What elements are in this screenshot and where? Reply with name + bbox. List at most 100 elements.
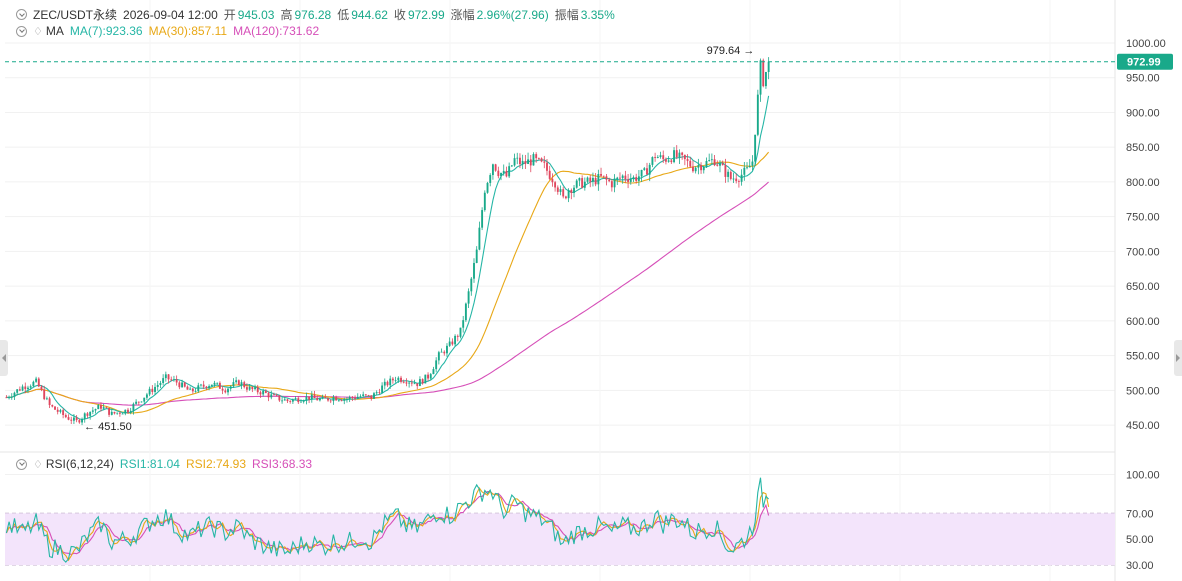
candle-body <box>762 60 765 87</box>
price-axis: 1000.00 950.00 900.00 850.00 800.00 750.00 700… <box>1126 38 1166 572</box>
candle-body <box>270 394 273 398</box>
candle <box>692 160 694 173</box>
candle-body <box>424 374 427 384</box>
candle-body <box>613 179 616 188</box>
candle <box>232 378 235 388</box>
symbol-label[interactable]: ZEC/USDT永续 <box>33 8 118 22</box>
candle-body <box>286 399 289 402</box>
candle-body <box>692 166 694 172</box>
candle-body <box>378 392 381 393</box>
candle-body <box>348 397 351 400</box>
candle <box>62 408 65 419</box>
ma-label[interactable]: MA <box>45 24 64 38</box>
candle-body <box>21 386 24 391</box>
candle-body <box>646 168 648 175</box>
collapse-chevron-icon[interactable] <box>16 25 27 37</box>
bell-icon[interactable]: ♢ <box>33 25 43 38</box>
price-tick-label: 750.00 <box>1126 212 1160 224</box>
price-tick-label: 450.00 <box>1126 420 1160 432</box>
candle-body <box>327 398 329 401</box>
collapse-chevron-icon[interactable] <box>16 458 27 470</box>
candle-body <box>694 167 697 172</box>
candle <box>210 384 213 387</box>
candle-body <box>748 165 751 168</box>
candle <box>486 181 489 194</box>
candle <box>27 385 29 394</box>
min-price-annotation: ← 451.50 <box>84 421 132 433</box>
candle-body <box>127 409 129 413</box>
candle-body <box>418 379 421 387</box>
candle-body <box>362 394 365 396</box>
candle <box>573 185 575 198</box>
rsi-label[interactable]: RSI(6,12,24) <box>45 457 114 471</box>
price-tick-label: 700.00 <box>1126 246 1160 258</box>
candle-body <box>570 190 573 193</box>
candle <box>235 376 238 384</box>
scroll-right-tab[interactable] <box>1174 340 1182 376</box>
candle-body <box>181 382 184 388</box>
candle <box>429 372 432 381</box>
candle-body <box>135 401 138 404</box>
candle-body <box>473 262 475 279</box>
candle-body <box>148 388 151 395</box>
candle <box>716 160 719 167</box>
candle <box>746 162 748 170</box>
candle-body <box>364 394 367 396</box>
candle <box>754 134 757 166</box>
datetime-label: 2026-09-04 12:00 <box>123 7 218 22</box>
candle <box>632 175 635 183</box>
candle <box>478 221 481 251</box>
candle-body <box>729 171 732 179</box>
candle-body <box>300 401 302 403</box>
candle-body <box>81 418 83 423</box>
candle-body <box>186 386 189 390</box>
candle-body <box>78 420 81 423</box>
candle <box>216 382 219 385</box>
candle <box>145 392 148 400</box>
candle <box>251 386 254 393</box>
scroll-left-tab[interactable] <box>0 340 8 376</box>
ma120-line <box>6 181 769 406</box>
candle <box>229 385 232 392</box>
candle <box>135 399 138 405</box>
candle <box>381 382 384 394</box>
candle-body <box>329 400 332 402</box>
rsi1-path <box>5 477 769 563</box>
candle <box>683 154 686 166</box>
candle <box>708 153 711 162</box>
candle <box>602 175 605 179</box>
candle <box>416 383 419 390</box>
candle <box>456 334 459 342</box>
candle <box>559 185 562 196</box>
candle-body <box>200 384 202 386</box>
candle-body <box>278 395 281 401</box>
rsi-tick-label: 100.00 <box>1126 469 1160 481</box>
collapse-chevron-icon[interactable] <box>16 9 27 20</box>
candle <box>140 401 143 403</box>
candle <box>267 391 270 402</box>
candle-body <box>283 399 286 401</box>
candle <box>181 379 184 388</box>
candle-body <box>354 397 357 399</box>
candle <box>502 164 505 176</box>
candle-body <box>405 382 408 384</box>
high-key: 高 <box>280 8 293 22</box>
candle-body <box>62 410 65 415</box>
candle <box>581 175 584 189</box>
bell-icon[interactable]: ♢ <box>33 458 43 471</box>
high-value: 976.28 <box>294 7 332 22</box>
candle <box>24 382 27 394</box>
candle <box>575 179 578 189</box>
candle-body <box>483 192 486 211</box>
candle-body <box>710 159 713 161</box>
candle <box>224 388 227 394</box>
candle <box>254 384 256 391</box>
candle <box>586 176 589 183</box>
candle <box>48 396 51 409</box>
candle-body <box>621 175 624 179</box>
candle-body <box>27 387 29 390</box>
candle <box>705 157 708 169</box>
candle-body <box>235 380 238 383</box>
candle-body <box>551 178 554 183</box>
